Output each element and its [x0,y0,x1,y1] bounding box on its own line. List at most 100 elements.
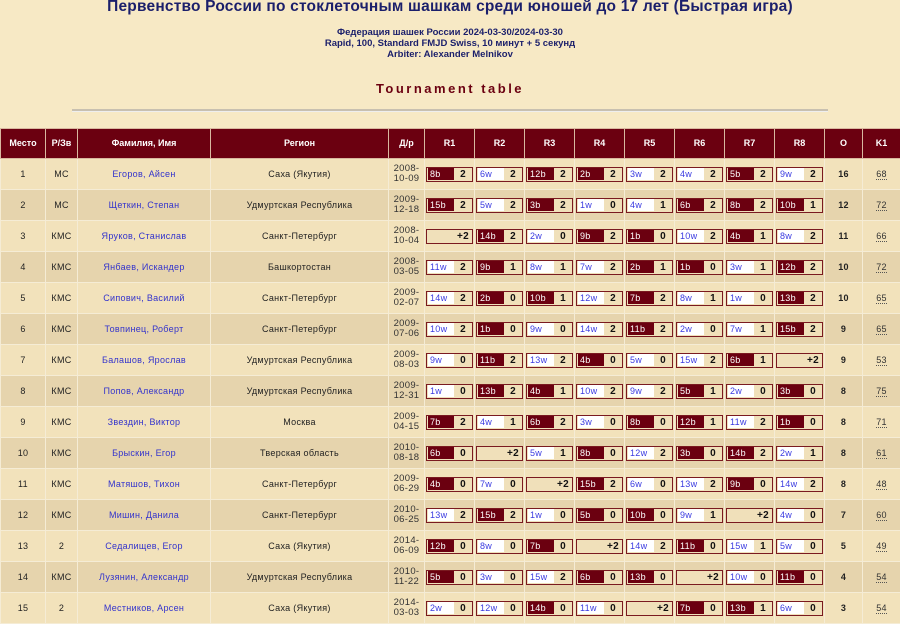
round-score: 2 [810,292,816,304]
result-box: 3w 1 [726,259,773,275]
round-5-result: 7b 2 [624,282,675,314]
round-3-result: +2 [524,468,575,500]
k1-coefficient-link[interactable]: 65 [876,293,887,304]
result-box: 6b 0 [426,445,473,461]
player-name-link[interactable]: Лузянин, Александр [99,572,189,582]
round-score: 0 [760,571,766,583]
player-name-link[interactable]: Седалищев, Егор [105,541,183,551]
round-1-result: +2 [424,220,475,252]
table-header: Место Р/Зв Фамилия, Имя Регион Д/р R1 R2 R3 R4 R5… [0,128,900,159]
opponent-label: 15w [678,354,704,366]
birth-month-day: 08-18 [393,452,420,463]
result-box: 4w 2 [676,166,723,182]
result-box: 11b 2 [626,321,673,337]
opponent-label: 11b [678,540,704,552]
opponent-label: 3w [628,168,654,180]
player-name-link[interactable]: Яруков, Станислав [101,231,187,241]
k1-coefficient-link[interactable]: 54 [876,572,887,583]
k1-coefficient-link[interactable]: 60 [876,510,887,521]
birth-year: 2010- [393,504,420,515]
opponent-label: 9w [528,323,554,335]
k1-coefficient-link[interactable]: 72 [876,200,887,211]
birth-month-day: 12-18 [393,204,420,215]
k1-coefficient-link[interactable]: 61 [876,448,887,459]
result-box: 1w 0 [526,507,573,523]
opponent-label: 13b [778,292,804,304]
round-5-result: 8b 0 [624,406,675,438]
result-box: 11w 2 [426,259,473,275]
birth-month-day: 03-05 [393,266,420,277]
round-5-result: 9w 2 [624,375,675,407]
k1-coefficient-link[interactable]: 53 [876,355,887,366]
round-score: 2 [710,199,716,211]
k1-coefficient-link[interactable]: 49 [876,541,887,552]
page-title: Первенство России по стоклеточным шашкам… [107,0,793,15]
opponent-label: 9b [478,261,504,273]
player-name-link[interactable]: Мишин, Данила [109,510,179,520]
opponent-label: 5b [728,168,754,180]
opponent-label: 14w [578,323,604,335]
round-score: 0 [810,509,816,521]
round-4-result: 5b 0 [574,499,625,531]
result-box: 1b 0 [626,228,673,244]
tournament-table: Место Р/Зв Фамилия, Имя Регион Д/р R1 R2 R3 R4 R5… [0,128,900,624]
player-name-link[interactable]: Балашов, Ярослав [101,355,187,365]
k1-coefficient-link[interactable]: 68 [876,169,887,180]
player-name-link[interactable]: Матяшов, Тихон [107,479,181,489]
round-4-result: 9b 2 [574,220,625,252]
opponent-label: 6b [678,199,704,211]
k1-coefficient-link[interactable]: 72 [876,262,887,273]
player-name-link[interactable]: Местников, Арсен [103,603,185,613]
round-7-result: 6b 1 [724,344,775,376]
player-name-link[interactable]: Егоров, Айсен [112,169,176,179]
place: 15 [0,592,46,624]
result-box: 1b 0 [676,259,723,275]
round-score: 0 [760,292,766,304]
round-5-result: 2b 1 [624,251,675,283]
result-box: 13b 1 [726,600,773,616]
points: 16 [824,158,863,190]
result-box: +2 [776,352,823,368]
result-box: 2b 2 [576,166,623,182]
column-header: R5 [624,128,675,159]
round-8-result: 14w 2 [774,468,825,500]
k1-coefficient-link[interactable]: 75 [876,386,887,397]
birth-month-day: 06-09 [393,545,420,556]
player-name-link[interactable]: Сипович, Василий [103,293,185,303]
k1-coefficient-link[interactable]: 48 [876,479,887,490]
player-name: Щеткин, Степан [77,189,211,221]
points: 10 [824,282,863,314]
result-box: 6w 2 [476,166,523,182]
k1-coefficient-link[interactable]: 71 [876,417,887,428]
k1-coefficient-link[interactable]: 66 [876,231,887,242]
round-8-result: 2w 1 [774,437,825,469]
opponent-label: 3b [528,199,554,211]
opponent-label: 1b [778,416,804,428]
round-score: 0 [510,478,516,490]
player-name-link[interactable]: Щеткин, Степан [108,200,180,210]
player-name-link[interactable]: Брыскин, Егор [112,448,176,458]
round-score: 2 [510,199,516,211]
player-name-link[interactable]: Янбаев, Искандер [103,262,185,272]
round-score: 0 [660,416,666,428]
player-name: Егоров, Айсен [77,158,211,190]
birth-year: 2009- [393,318,420,329]
player-name-link[interactable]: Попов, Александр [103,386,185,396]
round-score: 0 [810,571,816,583]
opponent-label: 7b [528,540,554,552]
result-box: 12w 2 [576,290,623,306]
points: 8 [824,437,863,469]
result-box: 13w 2 [676,476,723,492]
player-name-link[interactable]: Звездин, Виктор [107,417,181,427]
round-score: 1 [760,230,766,242]
opponent-label: 8w [678,292,704,304]
k1-coefficient-link[interactable]: 65 [876,324,887,335]
result-box: 9w 0 [426,352,473,368]
round-score: 0 [610,416,616,428]
round-score: 2 [610,261,616,273]
region: Удмуртская Республика [210,375,389,407]
k1-coefficient-link[interactable]: 54 [876,603,887,614]
player-name-link[interactable]: Товпинец, Роберт [104,324,184,334]
round-5-result: 11b 2 [624,313,675,345]
round-3-result: 9w 0 [524,313,575,345]
